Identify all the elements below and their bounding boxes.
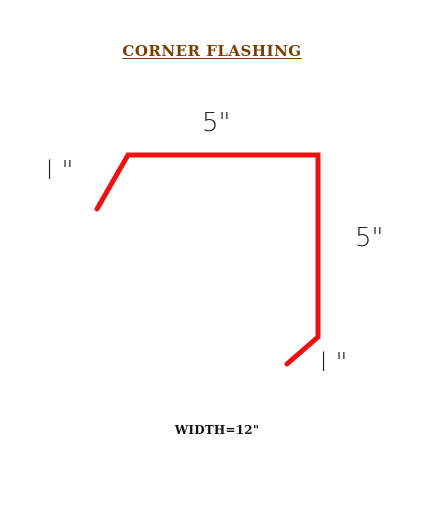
top-dimension-label: 5"	[202, 108, 231, 138]
flashing-profile-line	[94, 152, 321, 367]
diagram-title: CORNER FLASHING	[122, 42, 302, 60]
right-dimension-label: 5"	[355, 223, 384, 253]
left-lip-dimension-label: l "	[46, 156, 74, 186]
width-note: WIDTH=12"	[174, 423, 260, 437]
bottom-lip-dimension-label: l "	[320, 348, 348, 378]
